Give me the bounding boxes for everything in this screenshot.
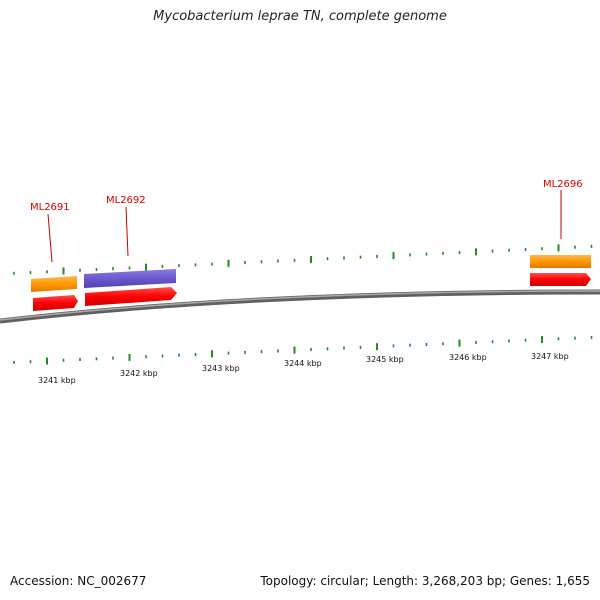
genome-backbone bbox=[0, 289, 600, 324]
gene-label-ml2691[interactable]: ML2691 bbox=[30, 202, 70, 263]
gene-arrow-red-1[interactable] bbox=[33, 295, 78, 311]
gene-label-text: ML2696 bbox=[543, 179, 583, 190]
gene-ml2691-orange[interactable] bbox=[31, 276, 77, 292]
map-title: Mycobacterium leprae TN, complete genome bbox=[153, 9, 447, 24]
kbp-label: 3244 kbp bbox=[284, 359, 322, 368]
genome-backbone-highlight bbox=[0, 290, 600, 321]
kbp-label: 3242 kbp bbox=[120, 369, 158, 378]
gene-ml2696-orange[interactable] bbox=[530, 255, 591, 268]
accession-text: Accession: NC_002677 bbox=[10, 574, 147, 588]
kbp-label: 3243 kbp bbox=[202, 364, 240, 373]
kbp-label: 3241 kbp bbox=[38, 376, 76, 385]
gene-label-text: ML2691 bbox=[30, 202, 70, 213]
lower-tick-track bbox=[13, 335, 593, 365]
upper-tick-track bbox=[13, 244, 593, 275]
kbp-label: 3245 kbp bbox=[366, 355, 404, 364]
kbp-scale: 3241 kbp 3242 kbp 3243 kbp 3244 kbp 3245… bbox=[38, 352, 569, 385]
gene-label-text: ML2692 bbox=[106, 195, 146, 206]
genome-summary-text: Topology: circular; Length: 3,268,203 bp… bbox=[260, 574, 590, 588]
gene-label-ml2696[interactable]: ML2696 bbox=[543, 179, 583, 239]
kbp-label: 3246 kbp bbox=[449, 353, 487, 362]
gene-ml2692-purple[interactable] bbox=[84, 269, 176, 288]
gene-arrow-red-2[interactable] bbox=[85, 287, 177, 306]
gene-arrow-red-3[interactable] bbox=[530, 273, 591, 286]
kbp-label: 3247 kbp bbox=[531, 352, 569, 361]
gene-label-ml2692[interactable]: ML2692 bbox=[106, 195, 146, 257]
